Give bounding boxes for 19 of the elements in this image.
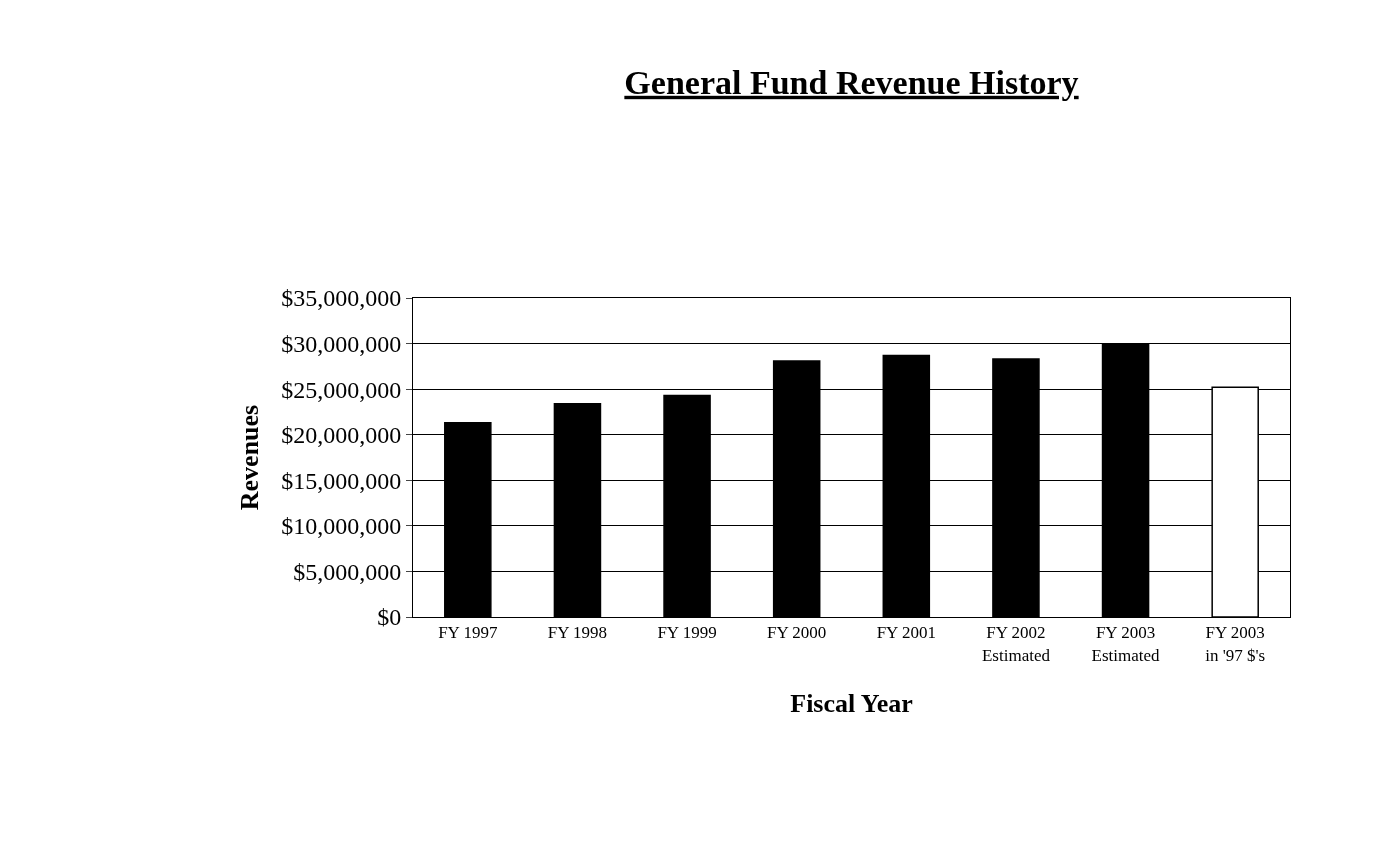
x-tick-label: FY 2000	[767, 623, 827, 643]
y-axis-title: Revenues	[234, 404, 264, 511]
x-tick-label: FY 1999	[657, 623, 717, 643]
y-tick-label: $5,000,000	[293, 558, 402, 585]
x-tick-label: FY 2003 Estimated	[1091, 623, 1161, 665]
y-tick-label: $30,000,000	[281, 330, 402, 357]
y-tick-label: $20,000,000	[281, 422, 402, 449]
x-tick-label: FY 2001	[876, 623, 936, 643]
y-tick-label: $0	[377, 604, 402, 631]
x-axis-title: Fiscal Year	[790, 689, 913, 719]
y-tick-label: $10,000,000	[281, 513, 402, 540]
y-tick-label: $25,000,000	[281, 376, 402, 403]
y-tick-label: $15,000,000	[281, 467, 402, 494]
x-tick-label: FY 2003 in '97 $'s	[1205, 623, 1266, 665]
y-tick-label: $35,000,000	[281, 285, 402, 312]
x-tick-label: FY 2002 Estimated	[981, 623, 1051, 665]
x-tick-label: FY 1998	[547, 623, 608, 643]
chart-title: General Fund Revenue History	[624, 63, 1079, 101]
x-tick-label: FY 1997	[438, 623, 498, 643]
